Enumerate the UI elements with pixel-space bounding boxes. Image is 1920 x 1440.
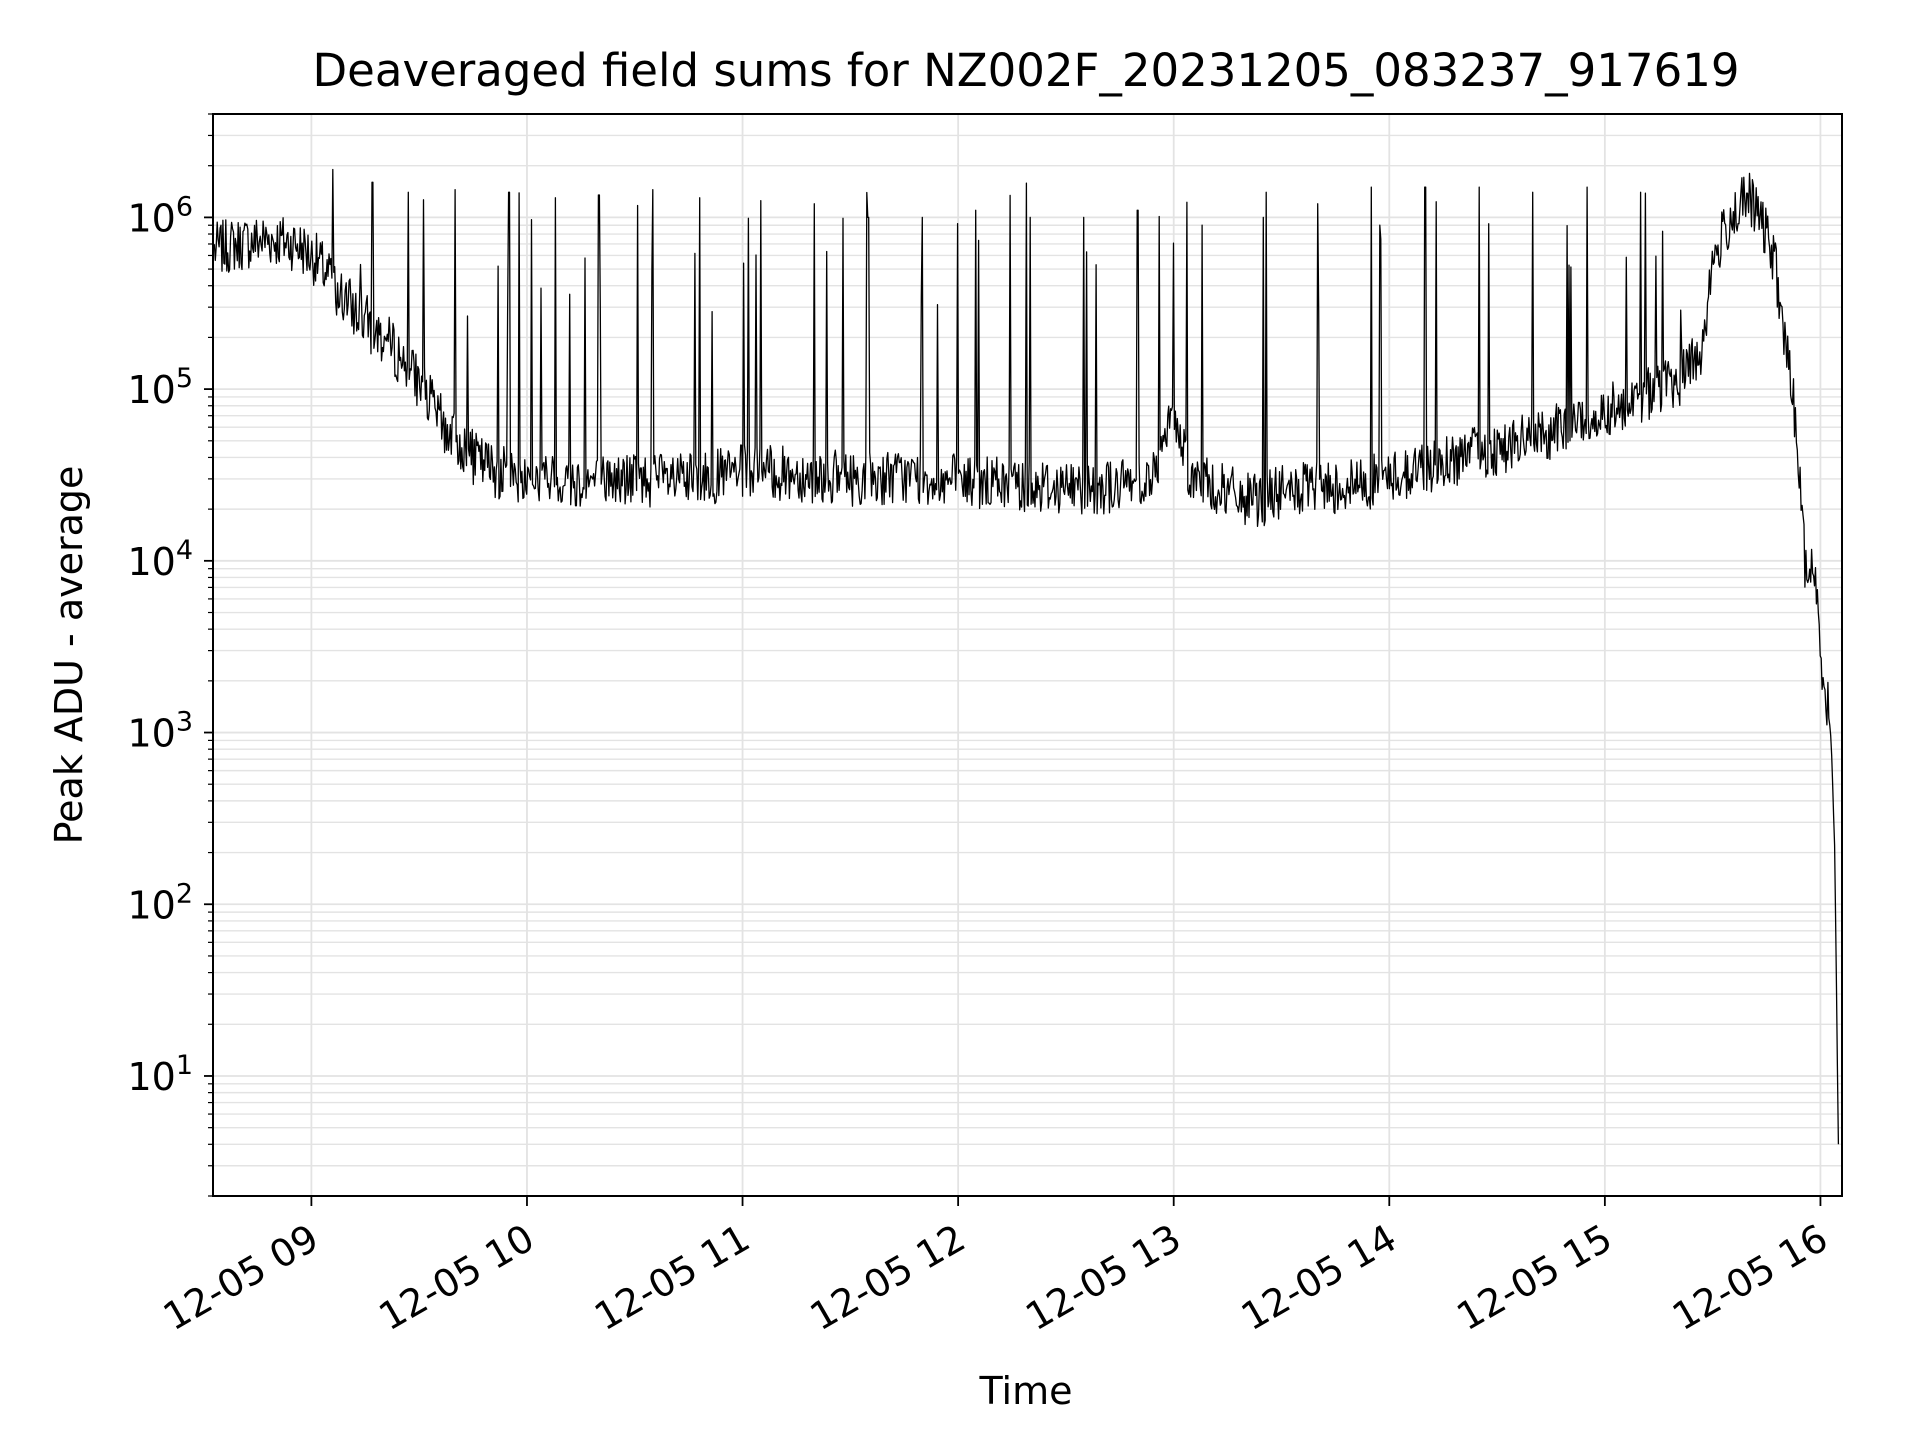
y-tick-label: 101 <box>127 1050 193 1099</box>
y-tick-label: 105 <box>127 363 193 412</box>
y-tick-label: 106 <box>127 191 193 240</box>
y-axis-label: Peak ADU - average <box>47 466 91 845</box>
x-axis-label: Time <box>979 1369 1073 1413</box>
y-tick-label: 102 <box>127 878 193 927</box>
series-line <box>213 168 1840 1145</box>
plot-area <box>213 168 1840 1145</box>
y-axis-ticks: 101 102 103 104 105 106 <box>127 113 213 1197</box>
y-tick-label: 104 <box>127 535 193 584</box>
chart-title: Deaveraged field sums for NZ002F_2023120… <box>313 44 1740 97</box>
y-tick-label: 103 <box>127 707 193 756</box>
plot-frame <box>212 113 1843 1197</box>
